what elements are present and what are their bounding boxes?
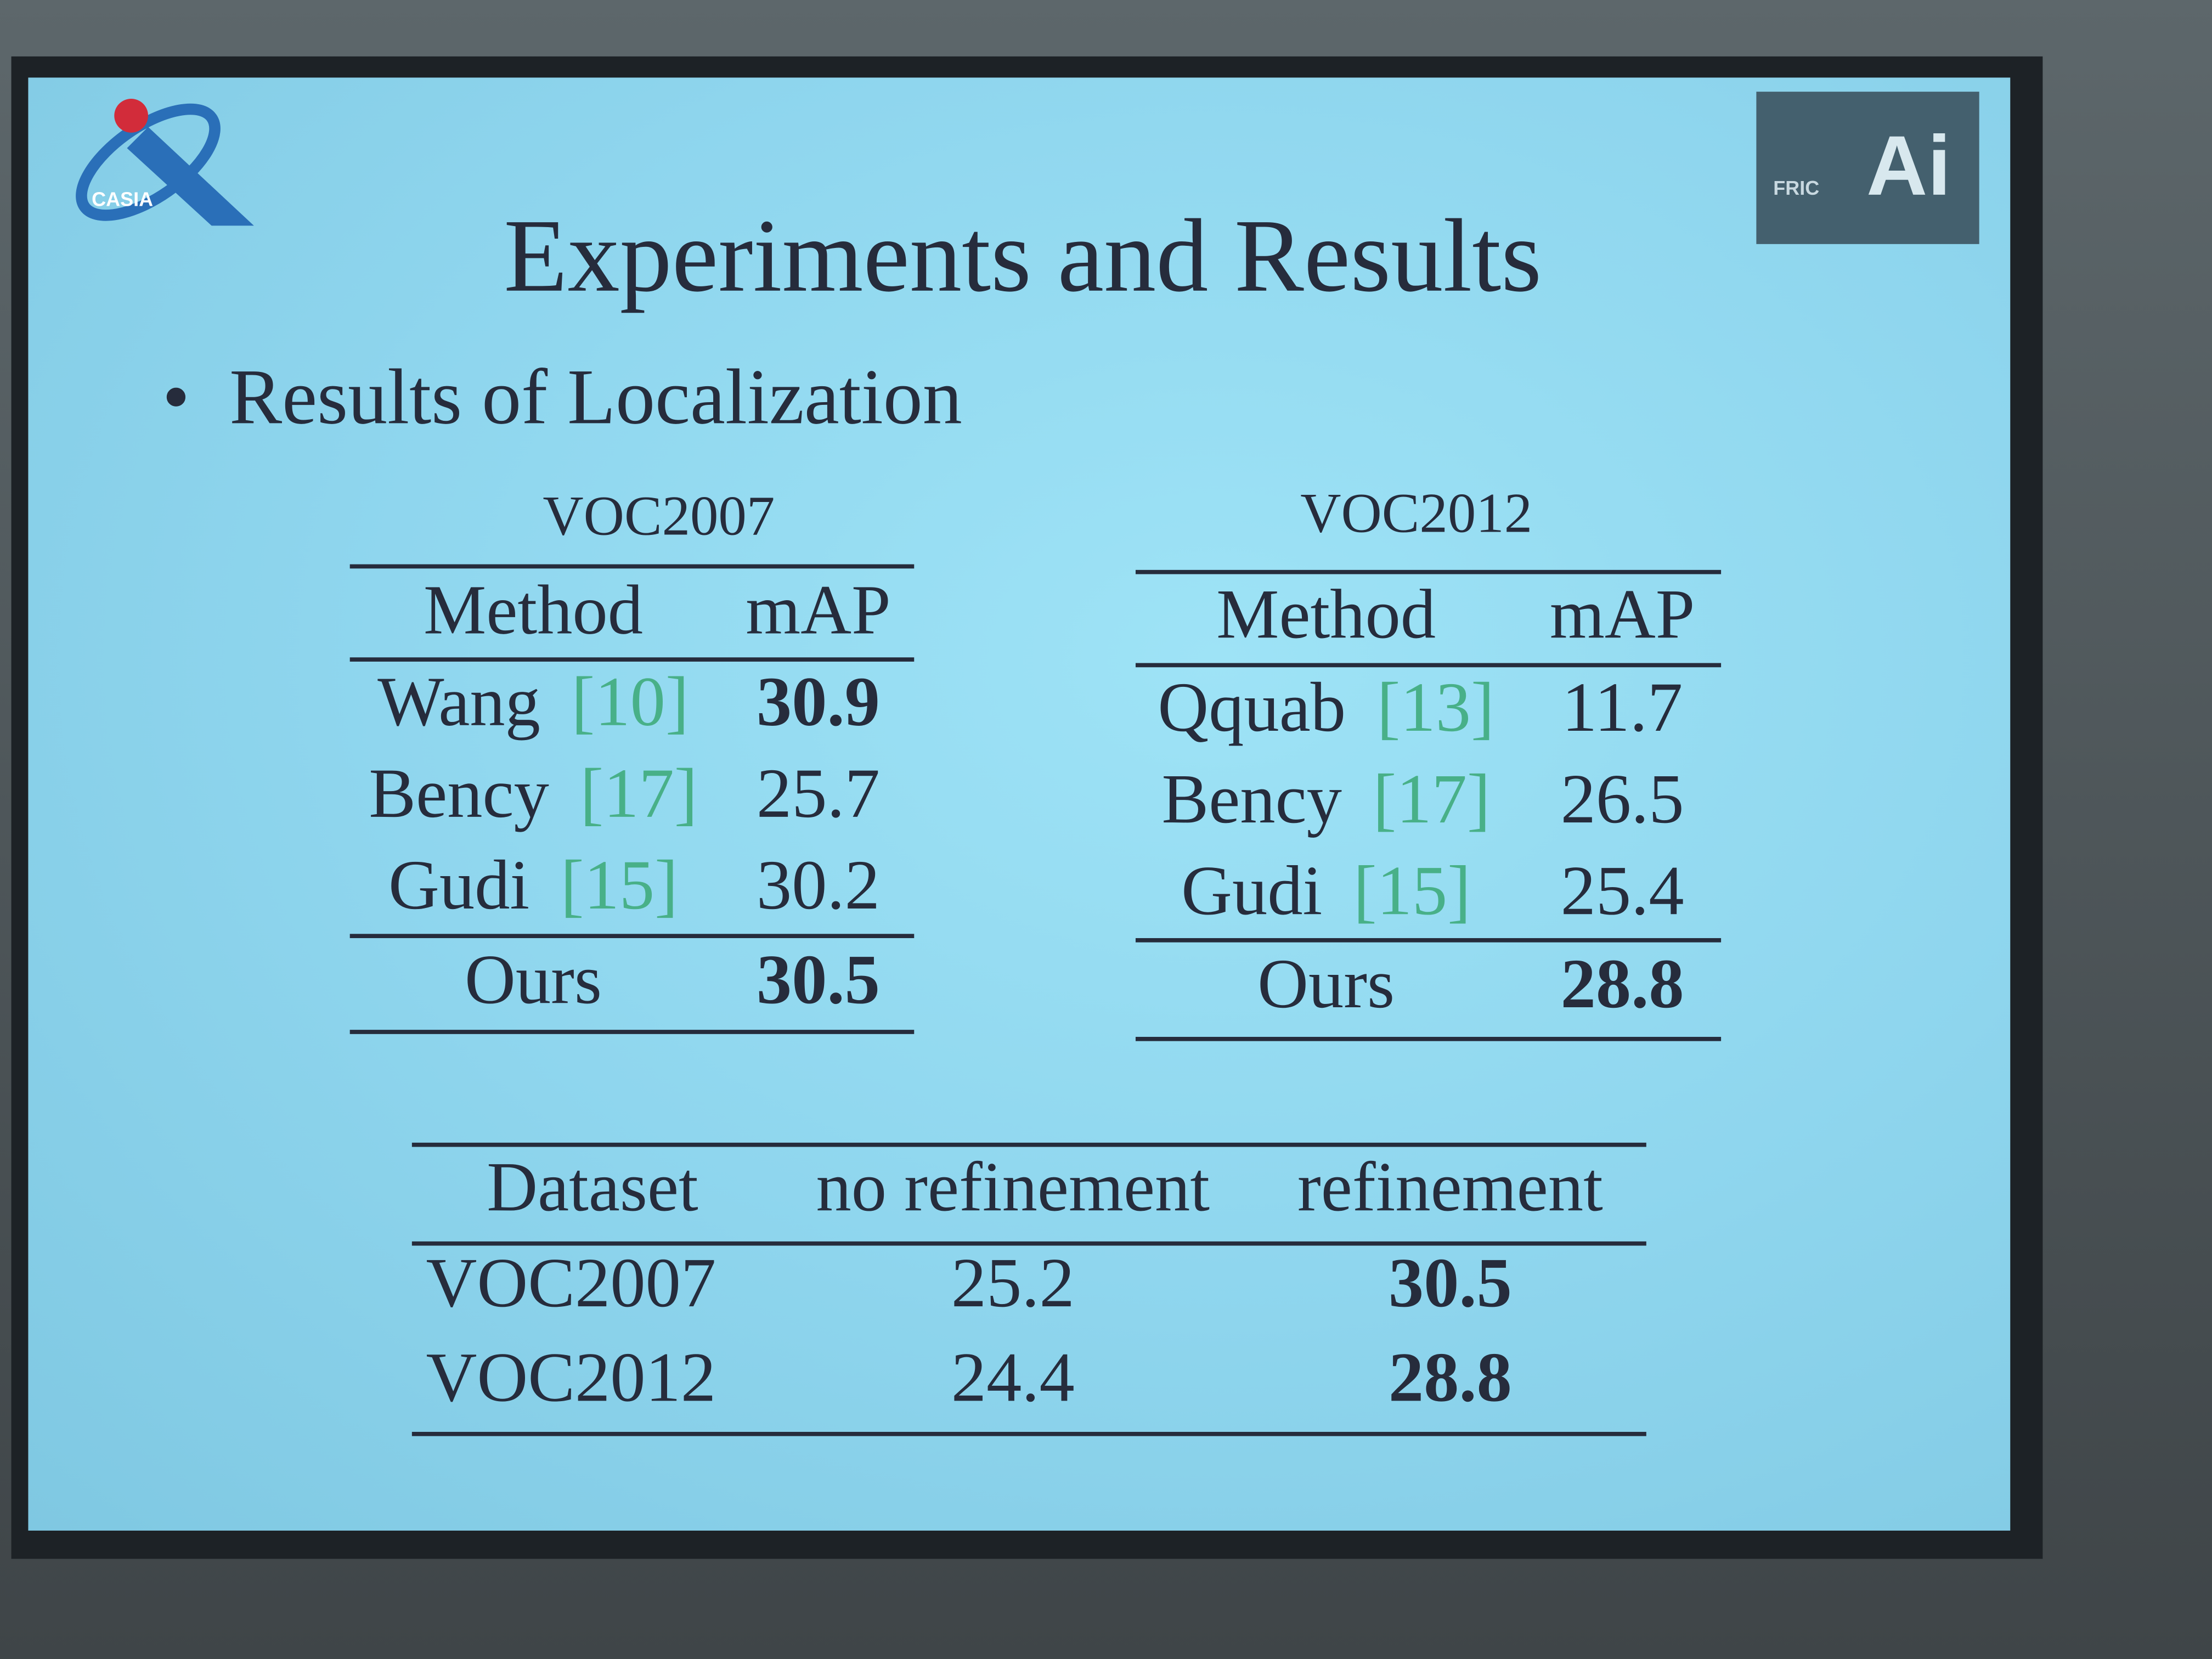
method: Wang — [377, 661, 540, 741]
map-value: 30.5 — [756, 939, 880, 1019]
column-header: mAP — [1549, 574, 1695, 653]
dataset-cell: VOC2012 — [426, 1337, 716, 1417]
table-rule — [1135, 663, 1722, 668]
value-cell: 30.5 — [1388, 1243, 1512, 1322]
value-cell: 24.4 — [951, 1337, 1075, 1417]
method: Ours — [464, 939, 602, 1019]
citation: [17] — [580, 753, 698, 833]
map-value: 11.7 — [1561, 667, 1683, 747]
method: Gudi — [388, 845, 530, 924]
title: Experiments and Results — [504, 199, 1542, 315]
table-rule — [349, 564, 915, 569]
citation: [15] — [560, 845, 678, 924]
citation: [15] — [1353, 850, 1471, 930]
map-value: 30.9 — [756, 661, 880, 741]
method-cell: Bency [17] — [1161, 758, 1490, 839]
slide — [28, 77, 2011, 1531]
citation: [10] — [571, 661, 689, 741]
bullet-text: Results of Localization — [229, 354, 962, 442]
method: Qquab — [1158, 667, 1346, 747]
table-rule — [349, 1030, 915, 1034]
method-cell: Ours — [465, 938, 602, 1020]
table-caption: VOC2012 — [1300, 481, 1533, 545]
map-value: 30.2 — [756, 845, 880, 924]
dataset-cell: VOC2007 — [426, 1243, 716, 1322]
value-cell: 28.8 — [1388, 1337, 1512, 1417]
ai-text: Ai — [1866, 118, 1951, 213]
fric-text: FRIC — [1773, 176, 1820, 199]
bullet-dot: • — [162, 354, 230, 442]
casia-text: CASIA — [92, 188, 153, 210]
method-cell: Qquab [13] — [1158, 666, 1494, 748]
casia-logo: CASIA — [76, 98, 254, 226]
column-header: Dataset — [487, 1147, 698, 1226]
method-cell: Wang [10] — [377, 660, 689, 742]
table-rule — [411, 1241, 1646, 1246]
column-header: refinement — [1297, 1147, 1603, 1226]
method: Ours — [1257, 944, 1395, 1023]
method-cell: Gudi [15] — [388, 844, 678, 926]
map-value: 25.7 — [756, 753, 880, 833]
table-rule — [349, 657, 915, 662]
method: Gudi — [1181, 850, 1323, 930]
method: Bency — [1161, 759, 1342, 838]
map-value: 25.4 — [1560, 850, 1684, 930]
map-value: 26.5 — [1560, 759, 1684, 838]
map-value: 28.8 — [1560, 944, 1684, 1023]
method-cell: Ours — [1257, 943, 1395, 1024]
bullet: • Results of Localization — [162, 353, 962, 443]
table-rule — [1135, 569, 1722, 574]
table-caption: VOC2007 — [543, 483, 775, 548]
column-header: Method — [424, 569, 643, 649]
value-cell: 25.2 — [951, 1243, 1075, 1322]
column-header: Method — [1216, 574, 1436, 653]
column-header: no refinement — [816, 1147, 1210, 1226]
fricai-logo: FRIC Ai — [1756, 92, 1979, 244]
column-header: mAP — [746, 569, 891, 649]
method-cell: Gudi [15] — [1181, 849, 1471, 931]
table-rule — [1135, 938, 1722, 943]
citation: [13] — [1376, 667, 1494, 747]
method: Bency — [369, 753, 549, 833]
table-rule — [411, 1142, 1646, 1147]
table-rule — [1135, 1036, 1722, 1041]
citation: [17] — [1373, 759, 1491, 838]
table-rule — [411, 1431, 1646, 1436]
method-cell: Bency [17] — [369, 752, 697, 834]
table-rule — [349, 934, 915, 938]
